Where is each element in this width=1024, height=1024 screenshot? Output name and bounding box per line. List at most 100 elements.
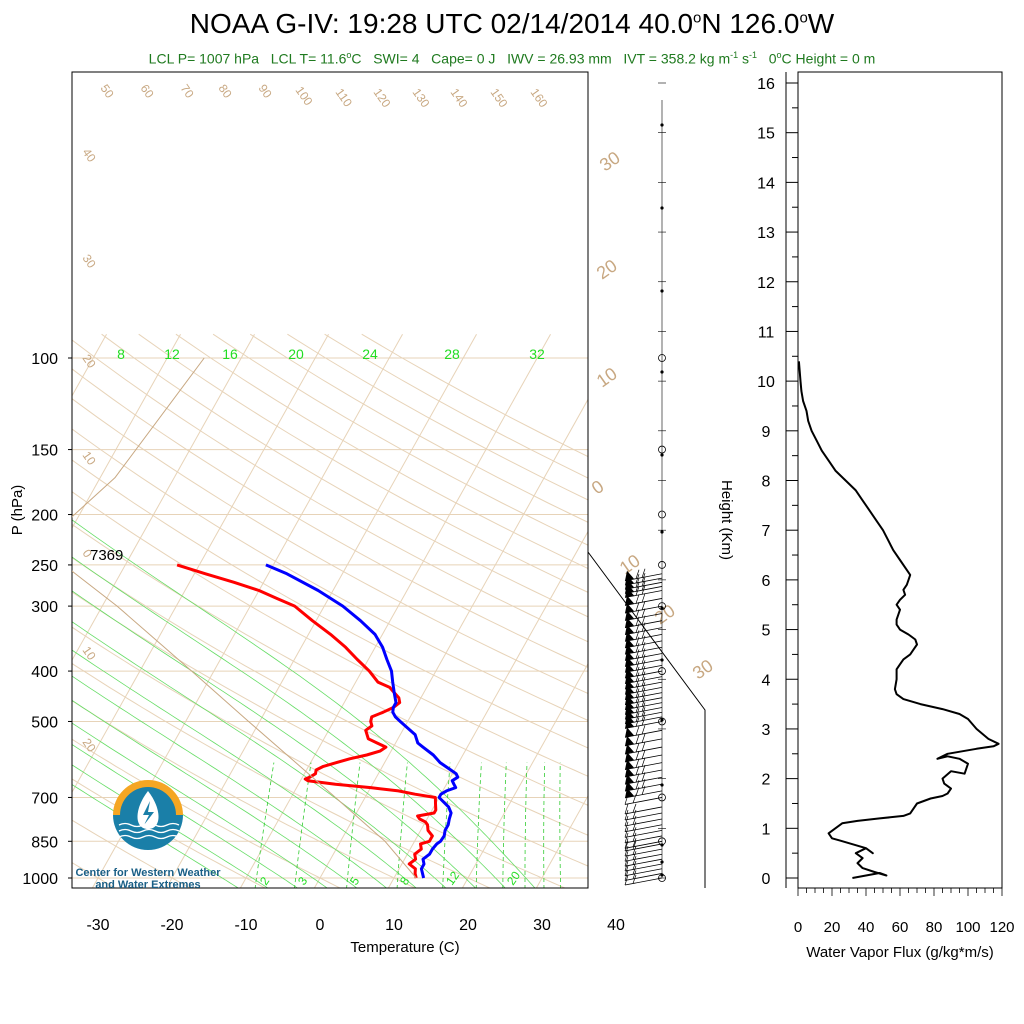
height-tick-label: 12 (757, 275, 775, 292)
moist-adiabat-label: 30 (689, 655, 717, 683)
height-tick-label: 16 (757, 76, 775, 93)
wind-barb-feather (635, 742, 640, 753)
mixing-ratio-line (543, 762, 546, 888)
degree-symbol-lon: o (799, 9, 808, 27)
dry-adiabat-label: 110 (333, 86, 356, 110)
wind-barb-feather (635, 569, 640, 579)
dry-adiabat-line (138, 333, 588, 593)
wind-barb (624, 659, 663, 667)
wind-barb-feather (632, 856, 637, 865)
logo-wave (118, 834, 180, 840)
dry-adiabat-line (72, 738, 342, 888)
pressure-tick-label: 700 (31, 790, 58, 807)
moist-adiabat-line (72, 744, 299, 888)
wind-barb (624, 776, 663, 785)
wind-barb (624, 692, 663, 700)
mixing-ratio-label: 20 (504, 868, 523, 887)
dry-adiabat-line (212, 333, 588, 546)
level-marker-circle (658, 354, 666, 362)
wind-barb-feather (632, 851, 637, 860)
wind-barb-column (587, 72, 706, 888)
wind-barb (624, 640, 663, 649)
wind-barb-feather (641, 600, 646, 611)
level-marker-dot (660, 289, 664, 293)
wind-barb-feather (632, 803, 637, 813)
wind-barb (624, 598, 663, 606)
flux-axis-label: Water Vapor Flux (g/kg*m/s) (806, 944, 994, 961)
wind-barb (624, 573, 663, 582)
isotherm-line (165, 333, 477, 888)
dry-adiabat-line (72, 428, 588, 721)
wind-barb-feather (624, 803, 629, 815)
dry-adiabat-line (72, 626, 567, 888)
height-annotation: 7369 (90, 547, 123, 564)
logo-text-line2: and Water Extremes (95, 879, 201, 891)
mixing-ratio-label: 12 (164, 346, 180, 362)
wind-barb (624, 746, 663, 755)
wind-barb-feather (641, 665, 646, 676)
height-tick-label: 13 (757, 225, 775, 242)
isotherm-line (0, 334, 33, 889)
height-tick-label: 8 (762, 474, 771, 491)
wind-barb-feather (635, 643, 640, 653)
wind-barb-feather (624, 827, 629, 838)
wind-barb (624, 577, 663, 586)
temperature-tick-label: 20 (459, 917, 477, 934)
isotherm-line (313, 398, 588, 888)
wind-barb-feather (641, 741, 646, 752)
wind-barb-feather (635, 765, 640, 776)
level-marker-dot (660, 453, 664, 457)
wind-barb-feather (635, 649, 640, 659)
wind-barb-feather (641, 702, 646, 712)
wind-barb-flag (625, 570, 634, 581)
wind-barb (624, 873, 663, 881)
wind-barb-feather (641, 608, 646, 618)
dry-adiabat-line (72, 491, 588, 777)
level-marker-circle (658, 793, 666, 802)
height-tick-label: 9 (762, 424, 771, 441)
dry-adiabat-line (72, 591, 588, 867)
wind-barb-flag (625, 759, 634, 770)
flux-tick-label: 0 (794, 919, 802, 936)
wind-barb-feather (641, 692, 646, 702)
cw3e-logo (113, 780, 183, 850)
wind-barb (624, 806, 663, 815)
moist-adiabat-line (72, 722, 328, 888)
height-tick-label: 10 (757, 374, 775, 391)
wind-barb-feather (641, 733, 646, 743)
mixing-ratio-line (396, 762, 408, 888)
wind-barb (624, 581, 663, 590)
isotherm-line (72, 333, 255, 662)
height-tick-label: 6 (762, 573, 771, 590)
moist-adiabat-line (72, 519, 536, 888)
wind-barb-flag (625, 744, 634, 755)
dry-adiabat-label: 10 (80, 449, 99, 468)
dry-adiabat-label: 160 (528, 86, 551, 111)
flux-panel-border (797, 71, 1003, 889)
mixing-ratio-label: 12 (443, 868, 462, 887)
zero-c-height-prefix: 0 (768, 50, 777, 67)
degree-symbol-lat: o (693, 9, 702, 27)
pressure-tick-label: 250 (31, 558, 58, 575)
wind-barb-feather (632, 860, 637, 870)
wind-barb (624, 613, 663, 621)
wind-barb (624, 664, 663, 673)
wind-barb-feather (632, 846, 637, 855)
dry-adiabat-line (175, 333, 588, 570)
level-marker-circle (658, 602, 666, 611)
temperature-tick-label: 30 (533, 917, 551, 934)
level-marker-dot (660, 873, 664, 877)
moist-adiabat-line (72, 784, 239, 888)
wind-barb (624, 707, 663, 715)
wind-barb-feather (641, 648, 646, 658)
moist-adiabat-line (72, 556, 506, 888)
mixing-ratio-label: 2 (257, 874, 272, 888)
height-axis-label: Height (Km) (718, 480, 735, 560)
wind-barb (624, 605, 663, 614)
wind-barb (624, 653, 663, 661)
wind-barb-feather (641, 593, 646, 603)
dry-adiabat-label: 130 (410, 86, 433, 111)
mixing-ratio-label: 5 (347, 874, 362, 888)
wind-barb-feather (635, 758, 640, 768)
